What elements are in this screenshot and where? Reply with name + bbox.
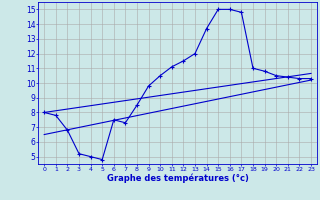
X-axis label: Graphe des températures (°c): Graphe des températures (°c) <box>107 173 249 183</box>
